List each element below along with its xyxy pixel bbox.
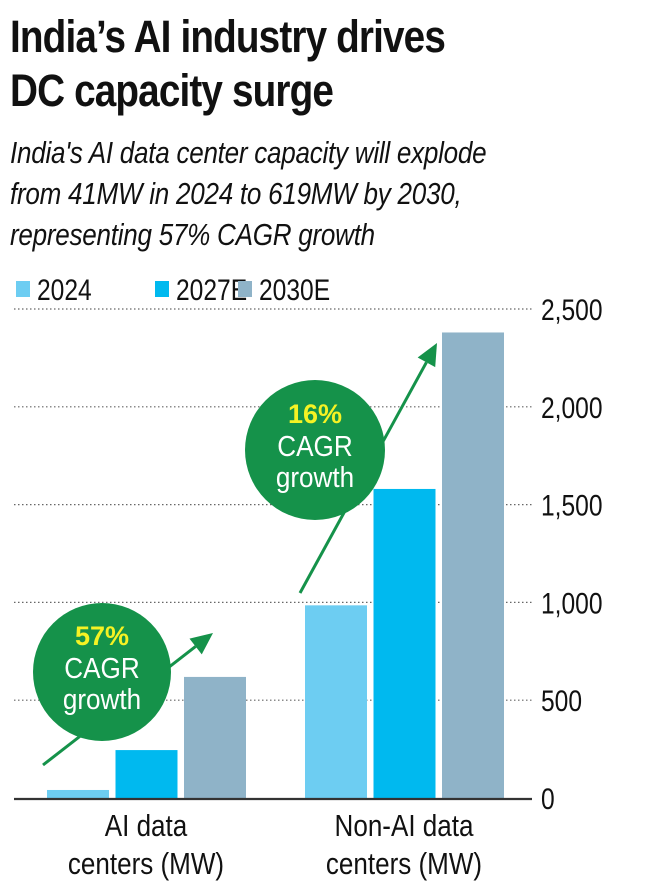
cagr-badge-label: CAGR <box>64 652 139 685</box>
cagr-badge <box>245 380 385 520</box>
bar-2030e-0 <box>184 676 246 798</box>
x-category-label: Non-AI data <box>335 809 474 844</box>
y-tick-label: 1,500 <box>541 488 603 522</box>
y-tick-label: 2,000 <box>541 390 603 424</box>
bar-2027e-1 <box>373 488 436 798</box>
y-tick-label: 2,500 <box>541 293 603 327</box>
y-tick-label: 0 <box>541 782 555 816</box>
chart-subtitle-line-3: representing 57% CAGR growth <box>10 217 375 252</box>
chart-subtitle-line-2: from 41MW in 2024 to 619MW by 2030, <box>10 176 462 211</box>
growth-arrow-head-icon <box>417 343 437 368</box>
bar-2024-1 <box>305 605 367 798</box>
cagr-badge-label: growth <box>63 683 141 716</box>
legend-swatch-2030e <box>238 281 252 297</box>
legend-label-2027e: 2027E <box>176 273 247 307</box>
cagr-badge-percent: 57% <box>75 621 129 651</box>
y-tick-label: 500 <box>541 684 582 718</box>
bar-2027e-0 <box>115 750 178 798</box>
x-category-label: centers (MW) <box>326 847 482 882</box>
legend-swatch-2027e <box>155 281 169 297</box>
chart-title-line-2: DC capacity surge <box>10 65 334 116</box>
bar-2024-0 <box>47 789 109 798</box>
growth-arrow-head-icon <box>189 633 213 655</box>
chart-title: India’s AI industry drives DC capacity s… <box>10 10 660 118</box>
cagr-badge-label: growth <box>276 461 354 494</box>
cagr-badge <box>33 603 171 741</box>
chart-subtitle: India's AI data center capacity will exp… <box>10 132 648 255</box>
x-category-label: AI data <box>105 809 188 844</box>
chart-title-line-1: India’s AI industry drives <box>10 11 446 62</box>
legend-swatch-2024 <box>16 281 30 297</box>
cagr-badge-label: CAGR <box>277 430 352 463</box>
x-category-label: centers (MW) <box>68 847 224 882</box>
bar-2030e-1 <box>442 332 504 798</box>
legend-label-2024: 2024 <box>37 273 92 307</box>
legend-label-2030e: 2030E <box>259 273 330 307</box>
cagr-badge-percent: 16% <box>288 399 342 429</box>
y-tick-label: 1,000 <box>541 586 603 620</box>
chart-subtitle-line-1: India's AI data center capacity will exp… <box>10 135 487 170</box>
